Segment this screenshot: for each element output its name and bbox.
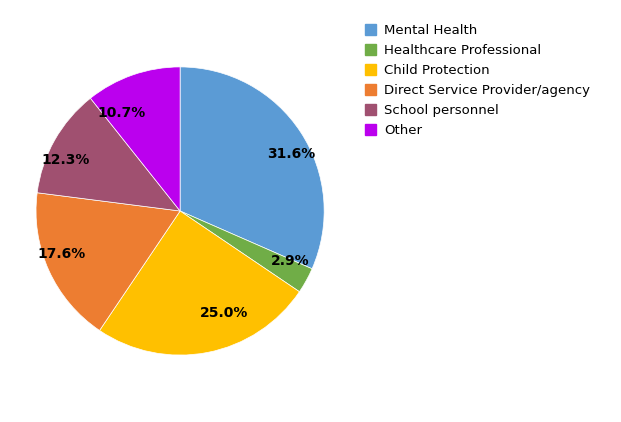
- Text: 17.6%: 17.6%: [37, 247, 86, 261]
- Wedge shape: [37, 98, 180, 211]
- Text: 31.6%: 31.6%: [267, 147, 315, 161]
- Wedge shape: [36, 193, 180, 330]
- Legend: Mental Health, Healthcare Professional, Child Protection, Direct Service Provide: Mental Health, Healthcare Professional, …: [361, 19, 594, 141]
- Wedge shape: [180, 67, 324, 269]
- Text: 12.3%: 12.3%: [42, 153, 89, 167]
- Text: 2.9%: 2.9%: [271, 254, 309, 268]
- Text: 10.7%: 10.7%: [97, 106, 146, 120]
- Wedge shape: [91, 67, 180, 211]
- Wedge shape: [180, 211, 312, 292]
- Text: 25.0%: 25.0%: [200, 306, 248, 320]
- Wedge shape: [99, 211, 299, 355]
